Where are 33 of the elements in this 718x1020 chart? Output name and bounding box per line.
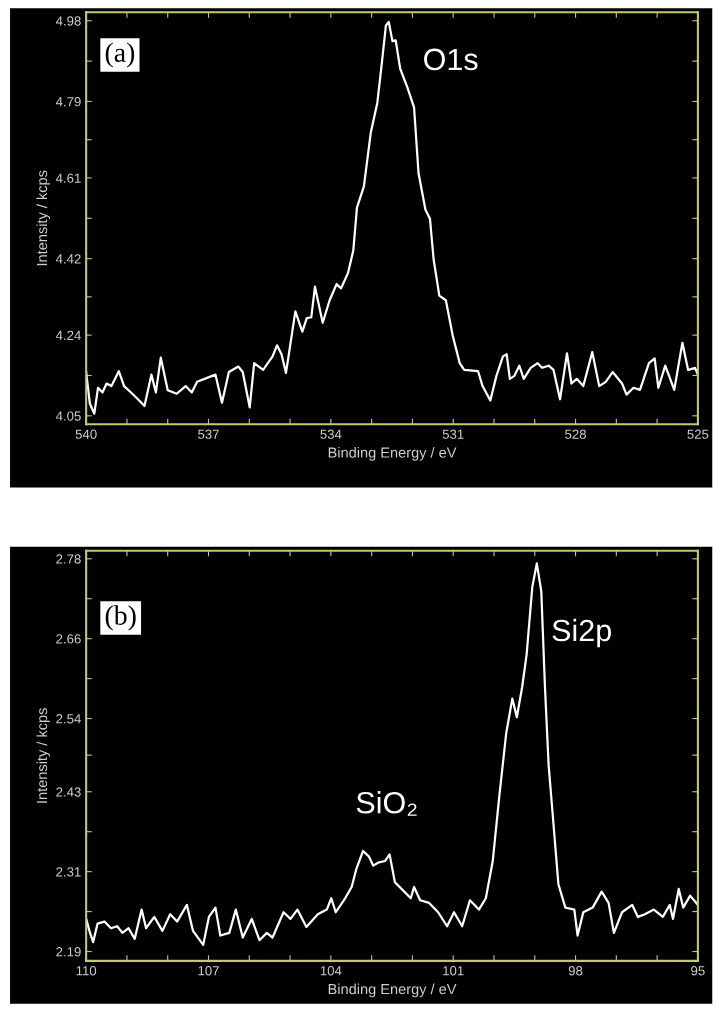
y-tick-label: 4.98	[55, 16, 81, 26]
x-tick-label: 101	[443, 966, 464, 976]
x-tick-label: 98	[568, 966, 583, 976]
x-tick-label: 104	[320, 966, 342, 976]
x-tick-label: 537	[198, 429, 219, 439]
y-axis-title: Intensity / kcps	[36, 708, 51, 803]
x-tick-label: 540	[75, 429, 97, 439]
y-tick-label: 4.24	[55, 330, 81, 340]
y-tick-label: 2.19	[56, 947, 81, 957]
annotation: SiO₂	[356, 791, 417, 816]
annotation: (b)	[105, 605, 136, 631]
annotation: O1s	[424, 48, 478, 71]
y-tick-label: 4.79	[55, 97, 81, 107]
x-tick-label: 528	[565, 429, 586, 439]
annotation: Si2p	[552, 618, 611, 648]
x-tick-label: 95	[691, 966, 705, 976]
y-tick-label: 2.54	[56, 714, 81, 724]
y-tick-label: 4.61	[55, 173, 81, 183]
y-axis-title: Intensity / kcps	[36, 170, 51, 266]
x-axis-title: Binding Energy / eV	[328, 983, 457, 998]
y-tick-label: 4.42	[55, 254, 81, 264]
x-tick-label: 110	[76, 966, 97, 976]
y-tick-label: 4.05	[55, 411, 81, 421]
x-tick-label: 534	[320, 429, 342, 439]
x-tick-label: 525	[687, 429, 709, 439]
y-tick-label: 2.66	[56, 634, 81, 644]
x-tick-label: 107	[198, 966, 219, 976]
y-tick-label: 2.78	[56, 554, 81, 564]
x-axis-title: Binding Energy / eV	[328, 447, 457, 461]
annotation: (a)	[105, 42, 135, 68]
y-tick-label: 2.43	[56, 787, 81, 797]
y-tick-label: 2.31	[56, 867, 81, 877]
x-tick-label: 531	[442, 429, 464, 439]
